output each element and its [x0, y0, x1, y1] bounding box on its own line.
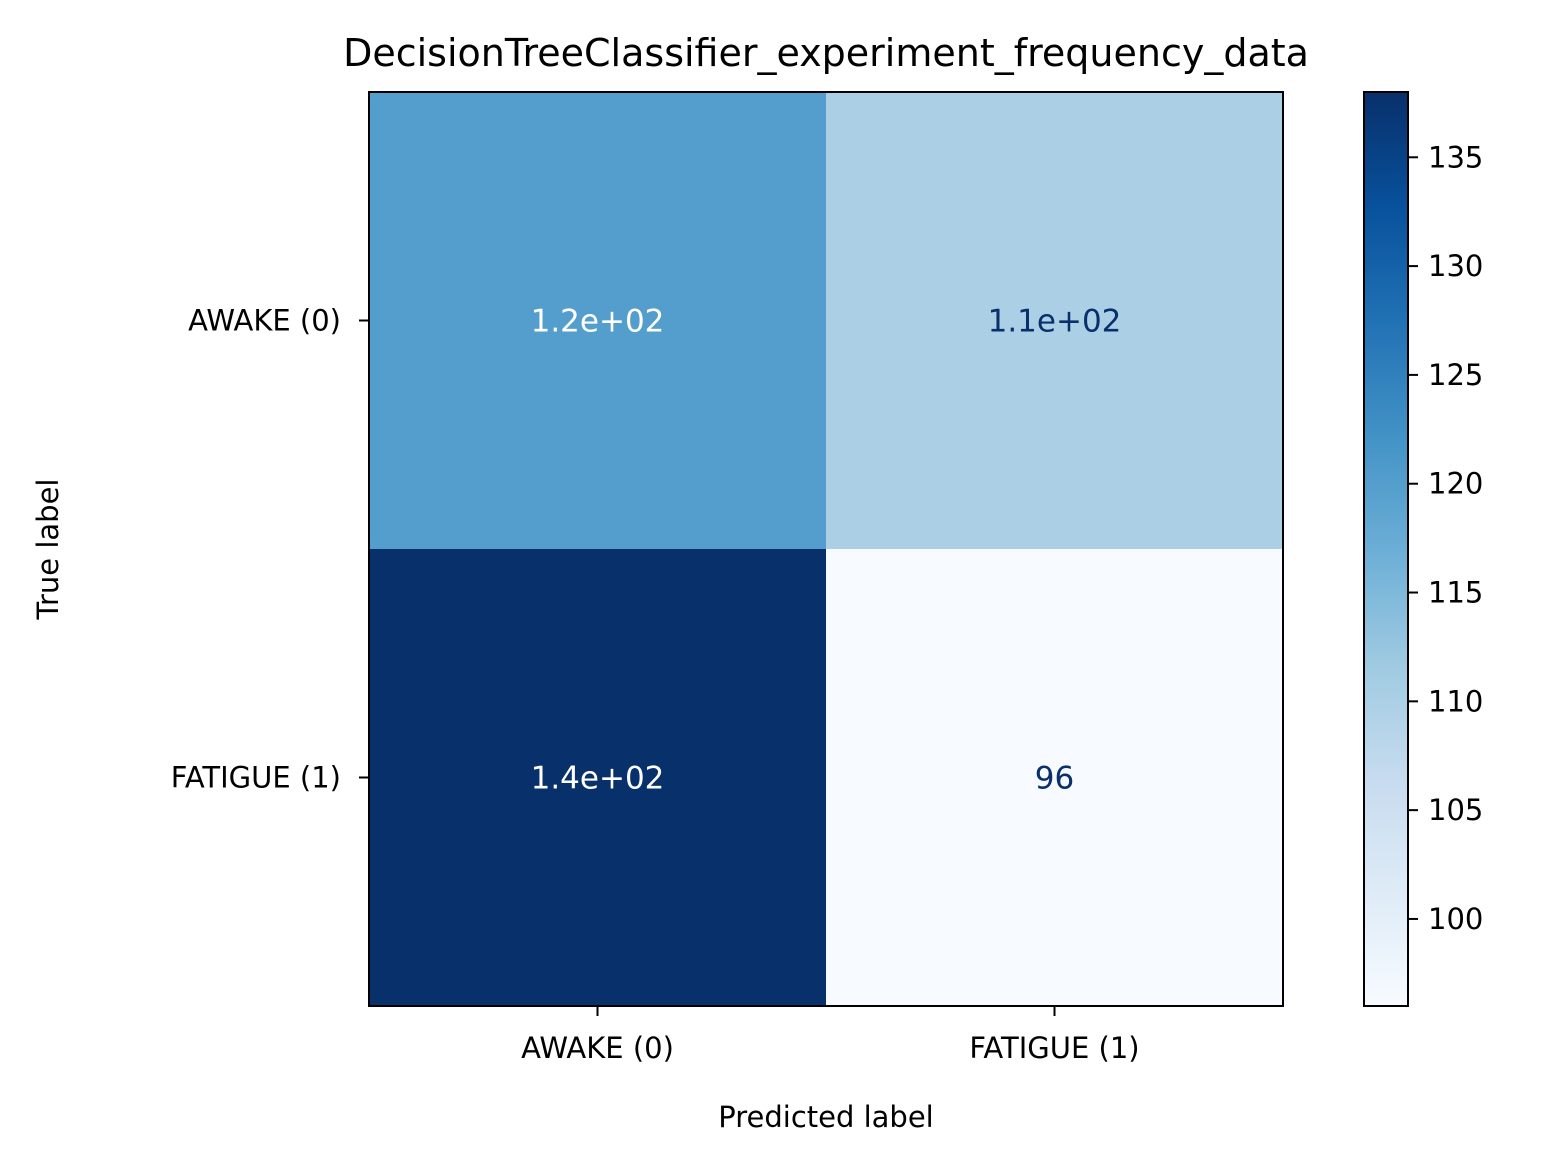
colorbar-tick-label: 100 [1428, 902, 1483, 936]
y-axis-ticks: AWAKE (0) FATIGUE (1) [171, 304, 369, 795]
y-axis-label: True label [31, 479, 65, 621]
heatmap-cell [369, 92, 827, 550]
x-axis-ticks: AWAKE (0) FATIGUE (1) [521, 1006, 1140, 1065]
colorbar-tick-label: 125 [1428, 358, 1483, 392]
x-tick-label: AWAKE (0) [521, 1031, 674, 1065]
colorbar-tick-label: 105 [1428, 793, 1483, 827]
x-tick-label: FATIGUE (1) [969, 1031, 1139, 1065]
heatmap-cells [369, 92, 1284, 1007]
cell-value-label: 1.4e+02 [531, 761, 665, 797]
colorbar-tick-label: 120 [1428, 467, 1483, 501]
colorbar-tick-label: 130 [1428, 249, 1483, 283]
cell-value-label: 1.2e+02 [531, 304, 665, 340]
chart-title: DecisionTreeClassifier_experiment_freque… [343, 31, 1309, 75]
heatmap-cell-labels: 1.2e+02 1.1e+02 1.4e+02 96 [531, 304, 1122, 797]
heatmap-cell [826, 92, 1284, 550]
x-axis-label: Predicted label [718, 1100, 934, 1134]
colorbar-tick-label: 135 [1428, 140, 1483, 174]
cell-value-label: 1.1e+02 [988, 304, 1122, 340]
y-tick-label: FATIGUE (1) [171, 761, 341, 795]
colorbar-tick-label: 110 [1428, 684, 1483, 718]
colorbar-tick-label: 115 [1428, 576, 1483, 610]
heatmap-cell [826, 549, 1284, 1007]
colorbar-ticks: 100 105 110 115 120 125 130 135 [1408, 140, 1483, 936]
y-tick-label: AWAKE (0) [188, 304, 341, 338]
cell-value-label: 96 [1035, 761, 1074, 797]
plot-frame [368, 91, 1284, 1007]
colorbar [1363, 91, 1409, 1007]
heatmap-cell [369, 549, 827, 1007]
